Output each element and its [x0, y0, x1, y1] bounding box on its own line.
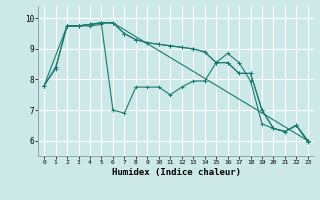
X-axis label: Humidex (Indice chaleur): Humidex (Indice chaleur) [111, 168, 241, 177]
